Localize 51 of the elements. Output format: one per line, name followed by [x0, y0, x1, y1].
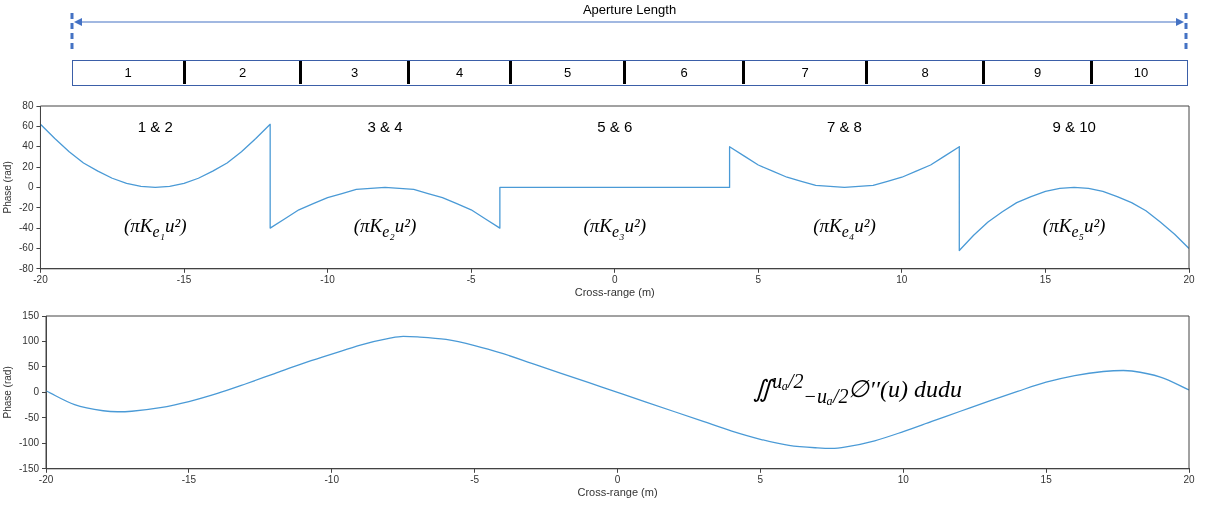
line-series [46, 335, 1189, 450]
x-tick-label: -10 [324, 473, 340, 485]
y-tick-label: -150 [19, 462, 40, 474]
x-tick-label: 20 [1183, 473, 1195, 485]
y-axis-title: Phase (rad) [1, 161, 13, 214]
y-tick-label: 40 [22, 140, 34, 152]
x-tick-label: -15 [181, 473, 197, 485]
annotation: (πK$_{e₂}$u²) [353, 215, 417, 241]
x-tick-label: -10 [320, 273, 336, 285]
y-tick-label: 0 [33, 386, 40, 398]
annotation: (πK$_{e₅}$u²) [1042, 215, 1106, 241]
y-tick-label: 150 [22, 309, 40, 321]
y-tick-label: 0 [27, 181, 34, 193]
segmented-strip: 1 2 3 4 5 6 7 8 9 10 [72, 60, 1188, 86]
annotation: 7 & 8 [826, 117, 862, 135]
x-tick-label: 15 [1039, 273, 1052, 285]
y-tick-label: -20 [19, 201, 34, 213]
y-axis-title: Phase (rad) [1, 366, 13, 419]
x-axis-title: Cross-range (m) [577, 486, 658, 499]
x-tick-label: 20 [1183, 273, 1195, 285]
x-tick-label: -20 [38, 473, 54, 485]
y-tick-label: 20 [22, 160, 34, 172]
annotation: (πK$_{e₃}$u²) [583, 215, 647, 241]
text: Aperture Length [581, 2, 678, 17]
x-tick-label: 10 [897, 473, 910, 485]
annotation: 3 & 4 [367, 117, 403, 135]
annotation: 5 & 6 [597, 117, 633, 135]
y-tick-label: 80 [22, 99, 34, 111]
y-tick-label: -40 [19, 221, 34, 233]
x-tick-label: 0 [614, 473, 621, 485]
y-tick-label: -100 [19, 437, 40, 449]
x-tick-label: 5 [755, 273, 762, 285]
x-axis-title: Cross-range (m) [574, 286, 655, 299]
x-tick-label: 15 [1040, 473, 1053, 485]
x-tick-label: -5 [470, 473, 480, 485]
y-tick-label: 60 [22, 120, 34, 132]
y-tick-label: -50 [24, 411, 40, 423]
annotation: (πK$_{e₄}$u²) [813, 215, 876, 241]
y-tick-label: 50 [27, 360, 40, 372]
annotation: (πK$_{e₁}$u²) [124, 215, 187, 241]
y-tick-label: -80 [19, 262, 34, 274]
annotation: 9 & 10 [1052, 117, 1096, 135]
x-tick-label: 10 [896, 273, 908, 285]
x-tick-label: 0 [611, 273, 618, 285]
annotation: 1 & 2 [137, 117, 173, 135]
x-tick-label: -5 [466, 273, 477, 285]
y-tick-label: 100 [22, 335, 40, 347]
y-tick-label: -60 [19, 242, 34, 254]
x-tick-label: 5 [757, 473, 764, 485]
annotation: ∬$^{uₐ/2}$$_{−uₐ/2}$∅′′(u) dudu [753, 370, 962, 409]
x-tick-label: -15 [176, 273, 192, 285]
